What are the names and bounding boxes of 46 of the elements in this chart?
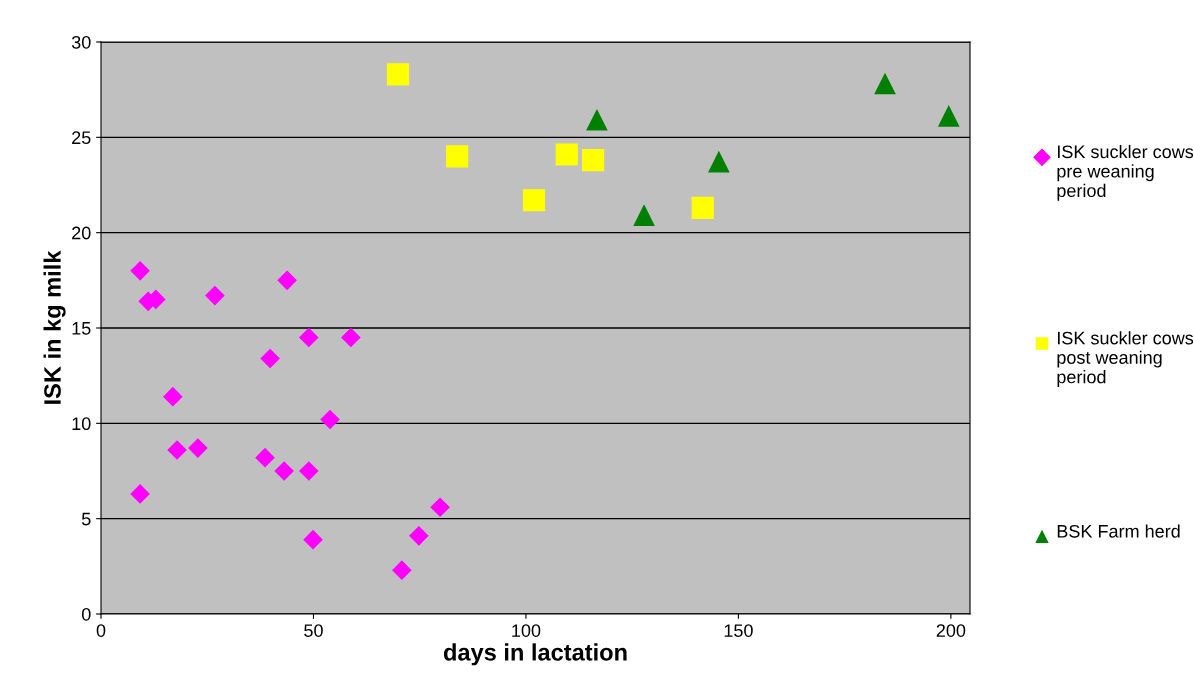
x-tick-label: 200 xyxy=(936,624,966,637)
point xyxy=(303,530,323,550)
point xyxy=(130,261,150,281)
legend-label: BSK Farm herd xyxy=(1057,524,1180,538)
point xyxy=(522,189,546,212)
x-tick-label: 100 xyxy=(512,624,541,637)
y-tick-label: 10 xyxy=(72,417,91,431)
point xyxy=(167,440,187,460)
point xyxy=(691,196,714,219)
point xyxy=(555,143,578,166)
y-tick-label: 5 xyxy=(81,512,91,526)
point xyxy=(299,461,319,481)
point xyxy=(255,448,275,468)
point xyxy=(205,286,225,306)
point xyxy=(386,63,410,86)
y-tick-label: 20 xyxy=(72,226,91,240)
x-tick-label: 50 xyxy=(304,624,323,637)
legend-label: ISK suckler cows post weaning period xyxy=(1057,331,1194,387)
legend-label: ISK suckler cows pre weaning period xyxy=(1057,144,1194,201)
point xyxy=(586,109,608,131)
point xyxy=(445,145,469,168)
y-tick-label: 0 xyxy=(81,607,91,621)
point xyxy=(874,73,896,95)
point xyxy=(274,461,294,481)
x-tick-label: 0 xyxy=(96,624,106,637)
point xyxy=(633,205,655,226)
point xyxy=(188,438,208,458)
point xyxy=(320,409,340,430)
point xyxy=(409,526,429,546)
point xyxy=(938,105,960,127)
point xyxy=(277,270,297,290)
point xyxy=(708,151,730,173)
x-axis-title: days in lactation xyxy=(443,643,627,666)
point xyxy=(581,149,605,172)
point xyxy=(392,560,412,580)
y-axis-title: ISK in kg milk xyxy=(43,250,66,404)
point xyxy=(260,348,280,369)
point xyxy=(341,327,361,348)
x-tick-label: 150 xyxy=(724,624,753,637)
point xyxy=(299,327,319,348)
y-tick-label: 25 xyxy=(72,131,91,145)
point xyxy=(163,387,183,407)
point xyxy=(130,484,150,504)
y-tick-label: 30 xyxy=(71,35,91,49)
y-tick-label: 15 xyxy=(72,322,91,335)
point xyxy=(430,497,450,517)
